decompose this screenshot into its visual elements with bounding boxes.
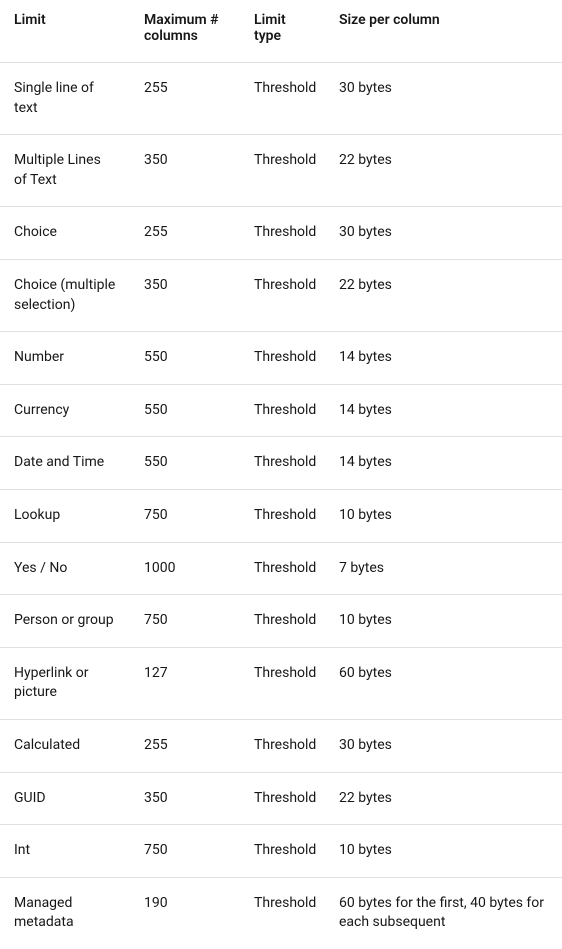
cell-size: 7 bytes bbox=[325, 542, 562, 595]
cell-size: 22 bytes bbox=[325, 259, 562, 331]
cell-limit: Date and Time bbox=[0, 437, 130, 490]
cell-limit: Calculated bbox=[0, 719, 130, 772]
cell-limit: Lookup bbox=[0, 489, 130, 542]
cell-limit-type: Threshold bbox=[240, 63, 325, 135]
cell-size: 22 bytes bbox=[325, 772, 562, 825]
cell-limit-type: Threshold bbox=[240, 384, 325, 437]
cell-max-columns: 190 bbox=[130, 877, 240, 949]
table-row: Int750Threshold10 bytes bbox=[0, 825, 562, 878]
cell-limit-type: Threshold bbox=[240, 647, 325, 719]
col-header-size: Size per column bbox=[325, 0, 562, 63]
table-row: Currency550Threshold14 bytes bbox=[0, 384, 562, 437]
cell-max-columns: 550 bbox=[130, 384, 240, 437]
table-row: Yes / No1000Threshold7 bytes bbox=[0, 542, 562, 595]
table-row: GUID350Threshold22 bytes bbox=[0, 772, 562, 825]
cell-limit: Int bbox=[0, 825, 130, 878]
cell-limit: Currency bbox=[0, 384, 130, 437]
cell-limit: Choice (multiple selection) bbox=[0, 259, 130, 331]
cell-max-columns: 127 bbox=[130, 647, 240, 719]
cell-limit-type: Threshold bbox=[240, 825, 325, 878]
cell-limit: Multiple Lines of Text bbox=[0, 135, 130, 207]
cell-limit-type: Threshold bbox=[240, 135, 325, 207]
cell-size: 30 bytes bbox=[325, 719, 562, 772]
table-row: Person or group750Threshold10 bytes bbox=[0, 595, 562, 648]
table-header-row: Limit Maximum # columns Limit type Size … bbox=[0, 0, 562, 63]
cell-limit-type: Threshold bbox=[240, 877, 325, 949]
cell-size: 30 bytes bbox=[325, 63, 562, 135]
cell-limit-type: Threshold bbox=[240, 437, 325, 490]
cell-size: 14 bytes bbox=[325, 332, 562, 385]
table-head: Limit Maximum # columns Limit type Size … bbox=[0, 0, 562, 63]
cell-max-columns: 1000 bbox=[130, 542, 240, 595]
cell-max-columns: 350 bbox=[130, 772, 240, 825]
cell-limit-type: Threshold bbox=[240, 719, 325, 772]
cell-size: 10 bytes bbox=[325, 595, 562, 648]
table-row: Single line of text255Threshold30 bytes bbox=[0, 63, 562, 135]
cell-size: 10 bytes bbox=[325, 489, 562, 542]
cell-limit: Single line of text bbox=[0, 63, 130, 135]
table-row: Choice (multiple selection)350Threshold2… bbox=[0, 259, 562, 331]
cell-limit: Number bbox=[0, 332, 130, 385]
cell-size: 60 bytes bbox=[325, 647, 562, 719]
table-body: Single line of text255Threshold30 bytesM… bbox=[0, 63, 562, 949]
table-row: Calculated255Threshold30 bytes bbox=[0, 719, 562, 772]
cell-limit-type: Threshold bbox=[240, 542, 325, 595]
cell-limit: Person or group bbox=[0, 595, 130, 648]
cell-max-columns: 550 bbox=[130, 332, 240, 385]
cell-max-columns: 255 bbox=[130, 719, 240, 772]
cell-size: 14 bytes bbox=[325, 437, 562, 490]
cell-max-columns: 750 bbox=[130, 825, 240, 878]
cell-limit-type: Threshold bbox=[240, 595, 325, 648]
cell-limit: Yes / No bbox=[0, 542, 130, 595]
cell-limit-type: Threshold bbox=[240, 332, 325, 385]
cell-size: 30 bytes bbox=[325, 207, 562, 260]
column-limits-table: Limit Maximum # columns Limit type Size … bbox=[0, 0, 562, 949]
table-row: Managed metadata190Threshold60 bytes for… bbox=[0, 877, 562, 949]
cell-max-columns: 750 bbox=[130, 489, 240, 542]
col-header-max-columns: Maximum # columns bbox=[130, 0, 240, 63]
cell-max-columns: 350 bbox=[130, 259, 240, 331]
cell-max-columns: 550 bbox=[130, 437, 240, 490]
cell-size: 22 bytes bbox=[325, 135, 562, 207]
cell-limit: GUID bbox=[0, 772, 130, 825]
cell-limit: Choice bbox=[0, 207, 130, 260]
table-row: Hyperlink or picture127Threshold60 bytes bbox=[0, 647, 562, 719]
cell-limit-type: Threshold bbox=[240, 489, 325, 542]
cell-limit-type: Threshold bbox=[240, 772, 325, 825]
cell-limit-type: Threshold bbox=[240, 259, 325, 331]
cell-max-columns: 750 bbox=[130, 595, 240, 648]
col-header-limit-type: Limit type bbox=[240, 0, 325, 63]
cell-size: 10 bytes bbox=[325, 825, 562, 878]
table-row: Date and Time550Threshold14 bytes bbox=[0, 437, 562, 490]
table-row: Lookup750Threshold10 bytes bbox=[0, 489, 562, 542]
table-row: Multiple Lines of Text350Threshold22 byt… bbox=[0, 135, 562, 207]
cell-size: 14 bytes bbox=[325, 384, 562, 437]
table-row: Number550Threshold14 bytes bbox=[0, 332, 562, 385]
cell-max-columns: 255 bbox=[130, 63, 240, 135]
cell-limit: Managed metadata bbox=[0, 877, 130, 949]
cell-limit: Hyperlink or picture bbox=[0, 647, 130, 719]
col-header-limit: Limit bbox=[0, 0, 130, 63]
cell-max-columns: 350 bbox=[130, 135, 240, 207]
cell-size: 60 bytes for the first, 40 bytes for eac… bbox=[325, 877, 562, 949]
table-row: Choice255Threshold30 bytes bbox=[0, 207, 562, 260]
cell-max-columns: 255 bbox=[130, 207, 240, 260]
cell-limit-type: Threshold bbox=[240, 207, 325, 260]
